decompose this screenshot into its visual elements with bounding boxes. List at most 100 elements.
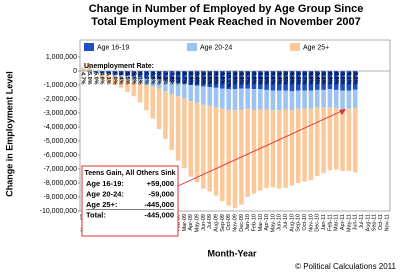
bar-segment (245, 88, 250, 109)
bar-segment (232, 110, 238, 209)
y-tick-label: -3,000,000 (44, 110, 78, 117)
bar-segment (125, 75, 130, 80)
bar-segment (194, 102, 200, 183)
bar-segment (169, 71, 175, 83)
bar-segment (220, 71, 225, 89)
unemployment-label: 8.9% (187, 72, 193, 85)
credit: © Political Calculations 2011 (295, 262, 396, 271)
bar-segment (295, 71, 301, 91)
bar-segment (251, 71, 257, 90)
bar-segment (118, 71, 124, 76)
y-tick-label: -5,000,000 (44, 138, 78, 145)
unemployment-label: 9.4% (194, 72, 200, 85)
bar-segment (137, 82, 143, 103)
bar-segment (277, 90, 282, 111)
bar-segment (239, 71, 244, 89)
bar-segment (277, 71, 282, 91)
bar-segment (213, 107, 219, 196)
bar-segment (327, 71, 333, 90)
unemployment-label: 5.1% (105, 72, 111, 85)
bar-segment (175, 96, 181, 161)
bar-segment (99, 73, 105, 74)
y-tick-label: -1,000,000 (44, 82, 78, 89)
bar-segment (321, 89, 326, 108)
annotation-row-value: -445,000 (144, 210, 174, 219)
bar-segment (283, 109, 288, 188)
y-tick-label: -10,000,000 (40, 208, 77, 215)
unemployment-label: 9.5% (206, 72, 212, 85)
y-tick-label: -7,000,000 (44, 166, 78, 173)
bar-segment (207, 87, 212, 106)
bar-segment (283, 71, 288, 91)
bar-segment (118, 75, 124, 78)
bar-segment (302, 90, 307, 109)
unemployment-label: 9.7% (301, 72, 307, 85)
unemployment-label: 8.3% (175, 72, 181, 85)
bar-segment (239, 88, 244, 110)
annotation-row-label: Age 16-19: (86, 179, 124, 188)
bar-segment (346, 90, 352, 109)
bar-segment (201, 104, 206, 189)
x-tick-label: Jul-11 (359, 214, 365, 229)
unemployment-label: 5.4% (118, 72, 124, 85)
bar-segment (182, 83, 187, 99)
annotation-row-value: -59,000 (149, 189, 174, 198)
bar-segment (270, 110, 276, 188)
x-tick-label: Jul-09 (207, 214, 213, 229)
legend-swatch (187, 43, 197, 51)
bar-segment (188, 71, 193, 85)
x-tick-label: Sep-11 (372, 214, 378, 231)
bar-segment (270, 71, 276, 91)
x-tick-label: Nov-10 (308, 214, 314, 232)
x-tick-label: Jun-10 (277, 214, 283, 231)
bar-segment (308, 108, 314, 181)
bar-segment (302, 71, 307, 91)
bar-segment (150, 78, 156, 87)
x-tick-label: Sep-09 (220, 214, 226, 232)
bar-segment (156, 79, 162, 89)
bar-segment (93, 71, 99, 73)
bar-segment (207, 71, 212, 88)
bar-segment (295, 108, 301, 183)
bar-segment (314, 89, 320, 108)
unemployment-label: 6.1% (137, 72, 143, 85)
bar-segment (295, 90, 301, 109)
unemployment-label: 5.8% (130, 72, 136, 85)
x-tick-label: Mar-11 (334, 214, 340, 231)
bar-segment (144, 71, 149, 78)
bar-segment (258, 71, 263, 90)
bar-segment (308, 90, 314, 109)
legend-swatch (84, 43, 94, 51)
unemployment-label: 5.5% (124, 72, 130, 85)
bar-segment (182, 71, 187, 84)
x-tick-label: Mar-10 (258, 214, 264, 231)
bar-segment (99, 73, 105, 78)
bar-segment (99, 71, 105, 74)
bar-segment (175, 82, 181, 97)
bar-segment (340, 109, 345, 172)
unemployment-label: 9.5% (288, 72, 294, 85)
unemployment-label: 9.6% (295, 72, 301, 85)
bar-segment (118, 78, 124, 88)
bar-segment (220, 108, 225, 202)
bar-segment (112, 76, 118, 85)
unemployment-label: 9.6% (270, 72, 276, 85)
bar-segment (340, 71, 345, 91)
x-tick-label: Jul-10 (283, 214, 289, 229)
y-tick-label: 1,000,000 (46, 54, 77, 61)
x-tick-label: Aug-11 (365, 214, 371, 231)
bar-segment (258, 89, 263, 110)
x-tick-label: May-10 (270, 214, 276, 232)
bar-segment (232, 89, 238, 111)
x-tick-label: Jan-10 (245, 214, 251, 231)
bar-segment (220, 88, 225, 109)
unemployment-label: 4.9% (99, 72, 105, 85)
bar-segment (333, 71, 339, 90)
x-tick-label: Feb-11 (327, 214, 333, 231)
unemployment-label: 9.0% (339, 72, 345, 85)
bar-segment (264, 89, 269, 110)
chart-title: Total Employment Peak Reached in Novembe… (91, 16, 360, 28)
bar-segment (131, 80, 137, 97)
bar-segment (352, 71, 358, 90)
bar-segment (264, 71, 269, 90)
